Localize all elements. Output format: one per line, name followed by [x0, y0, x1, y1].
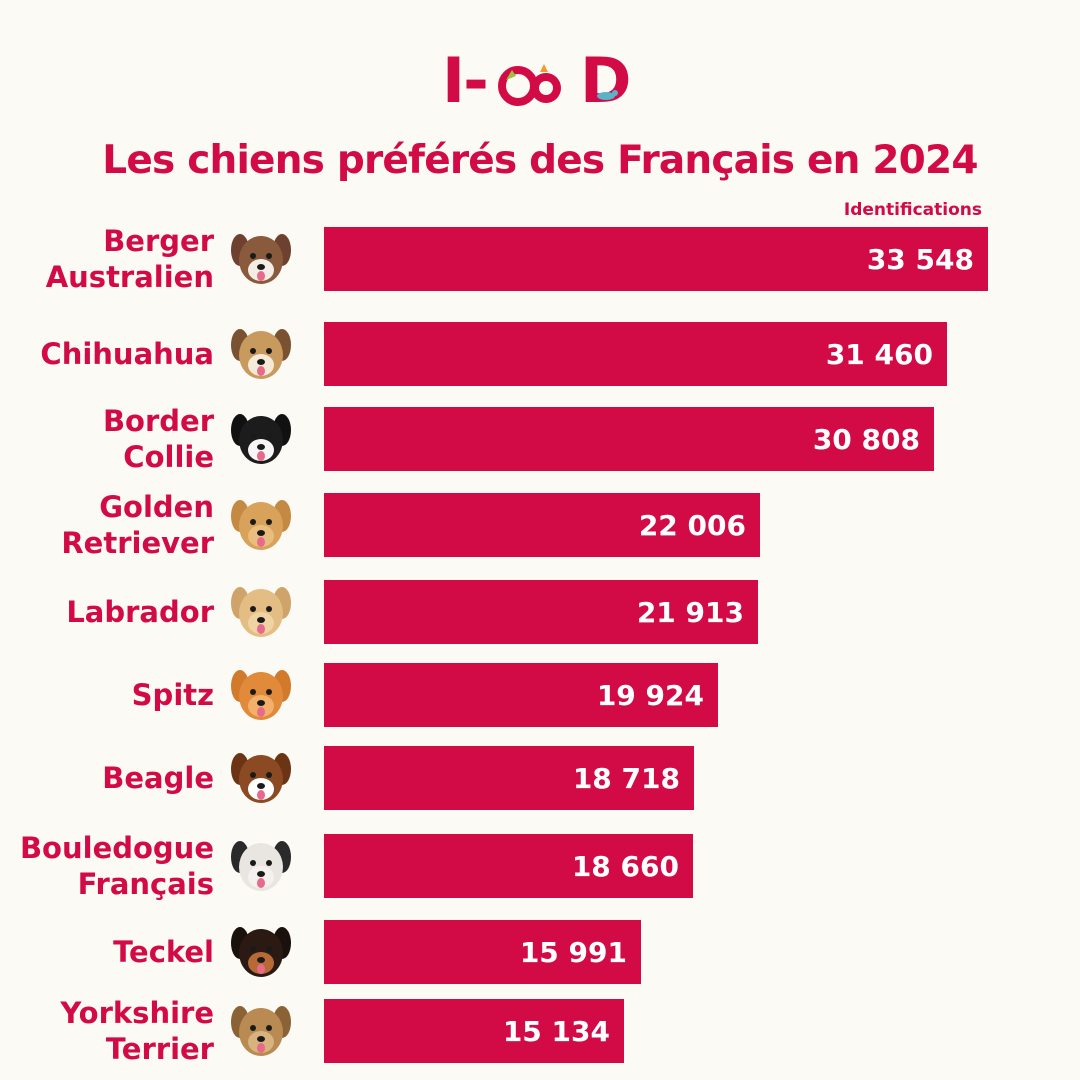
yorkshire-terrier-photo — [231, 1006, 291, 1056]
bar-value-label: 15 134 — [502, 1014, 610, 1048]
bar-row: Teckel 15 991 — [0, 920, 1080, 984]
bar: 30 808 — [324, 407, 934, 471]
chihuahua-photo — [231, 329, 291, 379]
bar-value-label: 21 913 — [636, 595, 744, 629]
bar-row: Bouledogue Français 18 660 — [0, 830, 1080, 901]
category-label: Spitz — [131, 677, 214, 712]
category-label: Golden Retriever — [61, 489, 214, 560]
bar-value-label: 22 006 — [638, 508, 746, 542]
bar: 31 460 — [324, 322, 947, 386]
golden-retriever-photo — [231, 500, 291, 550]
dachshund-photo — [231, 927, 291, 977]
unit-label: Identifications — [843, 200, 982, 220]
french-bulldog-photo — [231, 841, 291, 891]
bar: 18 718 — [324, 746, 694, 810]
bar: 22 006 — [324, 493, 760, 557]
category-label: Labrador — [66, 594, 214, 629]
australian-shepherd-photo — [231, 234, 291, 284]
beagle-photo — [231, 753, 291, 803]
border-collie-photo — [231, 414, 291, 464]
bar: 33 548 — [324, 227, 988, 291]
bar-row: Yorkshire Terrier 15 134 — [0, 995, 1080, 1066]
bar-value-label: 18 660 — [571, 849, 679, 883]
category-label: Border Collie — [102, 403, 214, 474]
dog-ear-shape — [540, 64, 548, 72]
category-label: Yorkshire Terrier — [60, 995, 214, 1066]
bar: 19 924 — [324, 663, 718, 727]
cat-ear-shape — [506, 70, 516, 80]
bar-row: Labrador 21 913 — [0, 580, 1080, 644]
category-label: Teckel — [113, 934, 214, 969]
bar-row: Chihuahua 31 460 — [0, 322, 1080, 386]
bar-value-label: 33 548 — [866, 242, 974, 276]
bar-row: Golden Retriever 22 006 — [0, 489, 1080, 560]
bar-value-label: 31 460 — [825, 337, 933, 371]
spitz-photo — [231, 670, 291, 720]
category-label: Berger Australien — [45, 223, 214, 294]
labrador-photo — [231, 587, 291, 637]
bar: 18 660 — [324, 834, 693, 898]
logo-animal-letters — [498, 64, 561, 106]
category-label: Chihuahua — [40, 336, 214, 371]
bar-row: Border Collie 30 808 — [0, 403, 1080, 474]
bar: 21 913 — [324, 580, 758, 644]
category-label: Beagle — [102, 760, 214, 795]
bar-row: Spitz 19 924 — [0, 663, 1080, 727]
category-label: Bouledogue Français — [19, 830, 214, 901]
logo-text-left: I- — [442, 50, 487, 114]
bar: 15 991 — [324, 920, 641, 984]
logo-text-right: D — [580, 50, 629, 114]
chart-title: Les chiens préférés des Français en 2024 — [102, 138, 978, 183]
bar: 15 134 — [324, 999, 624, 1063]
bar-value-label: 30 808 — [812, 422, 920, 456]
bar-row: Beagle 18 718 — [0, 746, 1080, 810]
bar-value-label: 18 718 — [572, 761, 680, 795]
bar-row: Berger Australien 33 548 — [0, 223, 1080, 294]
i-cad-logo: I- D — [442, 50, 631, 114]
bar-value-label: 15 991 — [519, 935, 627, 969]
bar-value-label: 19 924 — [596, 678, 704, 712]
logo-ferret-shape — [597, 90, 618, 100]
